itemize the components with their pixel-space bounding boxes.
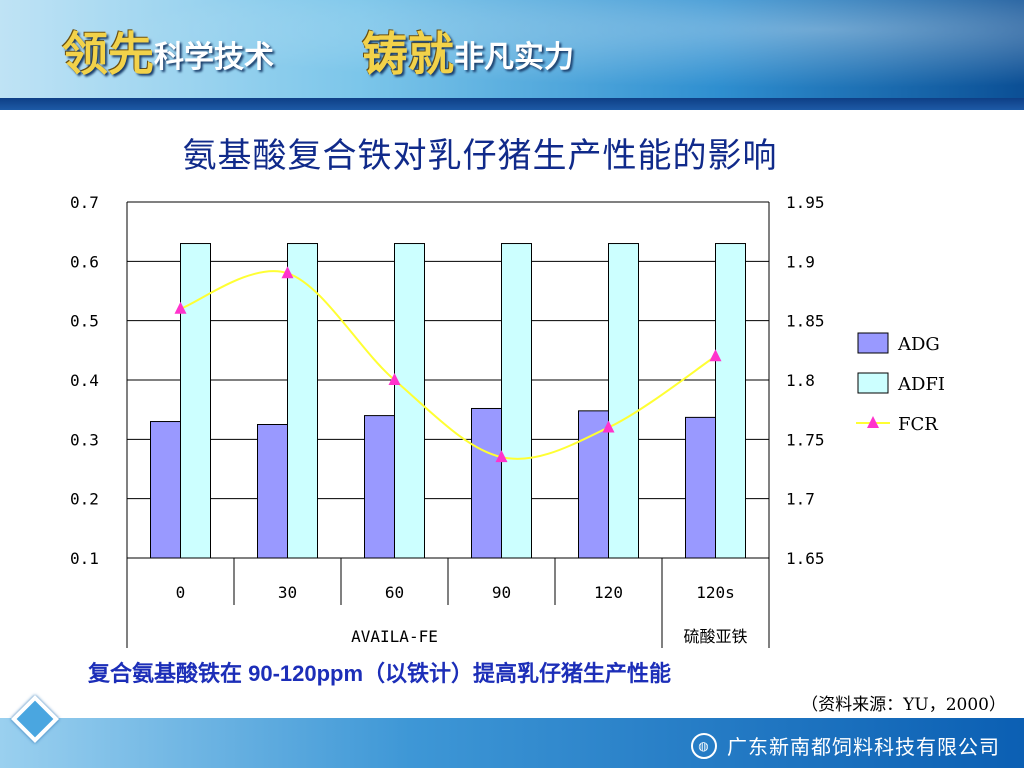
bar-adg: [257, 424, 288, 559]
bar-adfi: [394, 243, 425, 559]
conclusion-note: 复合氨基酸铁在 90-120ppm（以铁计）提高乳仔猪生产性能: [88, 661, 672, 686]
fcr-marker: [602, 420, 615, 433]
y-right-tick-label: 1.95: [786, 193, 825, 212]
y-right-tick-label: 1.7: [786, 490, 815, 509]
company-name: ◍ 广东新南都饲料科技有限公司: [691, 731, 1000, 760]
y-right-tick-label: 1.65: [786, 549, 825, 568]
x-tick-label: 120: [594, 583, 623, 602]
fcr-marker: [495, 450, 508, 463]
y-left-tick-label: 0.6: [70, 252, 99, 271]
bar-adfi: [501, 243, 532, 559]
y-left-tick-label: 0.4: [70, 371, 99, 390]
y-left-tick-label: 0.7: [70, 193, 99, 212]
legend-label-adg: ADG: [897, 334, 940, 355]
legend-swatch-fcr-marker: [867, 416, 879, 428]
y-left-tick-label: 0.1: [70, 549, 99, 568]
header-banner: [0, 0, 1024, 98]
bar-adg: [150, 421, 181, 559]
bar-adg: [364, 415, 395, 559]
slogan-right: 铸就 非凡实力: [362, 22, 574, 82]
legend-swatch-adfi: [857, 372, 889, 394]
legend-swatch-adg: [857, 332, 889, 354]
fcr-line: [180, 270, 717, 460]
fcr-marker: [388, 373, 401, 385]
legend-label-adfi: ADFI: [897, 374, 945, 395]
group-label: AVAILA-FE: [351, 627, 438, 646]
x-tick-label: 60: [385, 583, 404, 602]
slogan-right-small: 非凡实力: [454, 40, 574, 75]
x-tick-label: 90: [492, 583, 511, 602]
y-left-tick-label: 0.2: [70, 490, 99, 509]
y-left-tick-label: 0.5: [70, 312, 99, 331]
y-right-tick-label: 1.8: [786, 371, 815, 390]
y-left-tick-label: 0.3: [70, 430, 99, 449]
company-logo-icon: ◍: [691, 732, 717, 759]
x-tick-label: 120s: [696, 583, 735, 602]
y-right-tick-label: 1.75: [786, 430, 825, 449]
bar-adfi: [608, 243, 639, 559]
bar-adg: [471, 407, 502, 559]
fcr-marker: [281, 266, 294, 279]
chart-title: 氨基酸复合铁对乳仔猪生产性能的影响: [182, 136, 778, 176]
bar-adfi: [287, 243, 318, 559]
group-label: 硫酸亚铁: [683, 627, 747, 646]
header-strip: [0, 98, 1024, 110]
x-tick-label: 0: [176, 583, 186, 602]
fcr-marker: [174, 301, 187, 314]
slogan-left-big: 领先: [62, 27, 154, 81]
slogan-left-small: 科学技术: [154, 40, 274, 75]
bar-adfi: [180, 243, 211, 559]
fcr-marker: [709, 349, 722, 362]
bar-adfi: [715, 243, 746, 559]
chart: 0.7 0.6 0.5 0.4 0.3 0.2 0.1 1.95 1.9 1.85 1.8 1.75 1…: [70, 193, 945, 648]
source-citation: （资料来源：YU，2000）: [801, 695, 1006, 715]
x-tick-label: 30: [278, 583, 297, 602]
footer-bar: [0, 718, 1024, 768]
slogan-right-big: 铸就: [362, 27, 454, 81]
bar-adg: [685, 416, 716, 559]
legend-label-fcr: FCR: [898, 414, 938, 435]
slogan-left: 领先 科学技术: [62, 22, 274, 82]
y-right-tick-label: 1.9: [786, 252, 815, 271]
bar-adg: [578, 410, 609, 559]
company-name-text: 广东新南都饲料科技有限公司: [727, 735, 1000, 759]
y-right-tick-label: 1.85: [786, 312, 825, 331]
